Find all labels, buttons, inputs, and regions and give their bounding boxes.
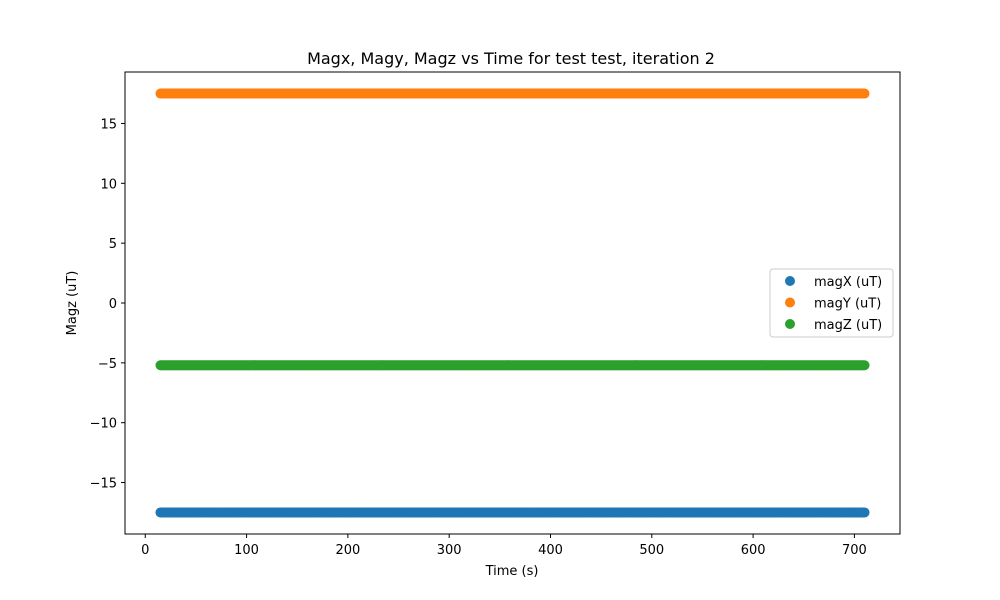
x-tick-label: 600 — [741, 543, 766, 558]
x-tick-label: 100 — [234, 543, 259, 558]
y-tick-label: 5 — [109, 237, 117, 252]
y-axis: −15 −10 −5 0 5 10 15 — [90, 117, 125, 492]
y-tick-label: −5 — [98, 357, 117, 372]
plot-points — [155, 88, 870, 518]
data-point — [859, 507, 870, 518]
x-tick-label: 300 — [437, 543, 462, 558]
y-tick-label: 0 — [109, 297, 117, 312]
y-tick-label: 15 — [100, 117, 117, 132]
chart-title: Magx, Magy, Magz vs Time for test test, … — [307, 49, 715, 68]
legend-marker — [785, 297, 795, 308]
x-tick-label: 400 — [538, 543, 563, 558]
legend-marker — [785, 276, 795, 286]
x-tick-label: 700 — [842, 543, 867, 558]
x-axis-title: Time (s) — [485, 564, 539, 579]
legend-label: magY (uT) — [814, 297, 881, 312]
y-tick-label: 10 — [100, 177, 117, 192]
x-tick-label: 500 — [639, 543, 664, 558]
legend-label: magX (uT) — [814, 275, 882, 290]
legend-marker — [785, 319, 795, 329]
series-0 — [155, 507, 870, 518]
x-axis: 0 100 200 300 400 500 600 700 — [141, 534, 867, 558]
series-2 — [155, 360, 870, 371]
y-tick-label: −10 — [90, 417, 117, 432]
y-axis-title: Magz (uT) — [65, 271, 80, 336]
data-point — [859, 88, 870, 99]
legend-label: magZ (uT) — [814, 318, 882, 333]
legend-box — [769, 268, 894, 338]
series-1 — [155, 88, 870, 99]
legend: magX (uT) magY (uT) magZ (uT) — [769, 268, 894, 338]
y-tick-label: −15 — [90, 477, 117, 492]
x-tick-label: 0 — [141, 543, 149, 558]
data-point — [859, 360, 870, 371]
x-tick-label: 200 — [335, 543, 360, 558]
